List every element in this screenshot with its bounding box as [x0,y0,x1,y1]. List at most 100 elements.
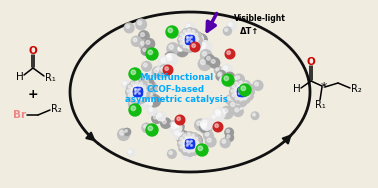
Circle shape [190,139,195,144]
Circle shape [173,129,184,139]
Text: R₁: R₁ [45,73,55,83]
Circle shape [128,85,131,88]
Circle shape [187,46,191,49]
Circle shape [149,102,152,105]
Circle shape [140,92,143,94]
Circle shape [146,75,150,80]
Circle shape [139,90,146,97]
Circle shape [140,82,143,85]
Circle shape [209,58,220,68]
Circle shape [253,113,256,116]
Circle shape [182,139,189,146]
Circle shape [156,112,166,121]
Circle shape [183,141,194,153]
Circle shape [243,88,244,90]
Circle shape [133,87,143,97]
Circle shape [147,100,156,109]
Circle shape [198,146,203,151]
Circle shape [190,36,195,40]
Circle shape [156,67,160,70]
Circle shape [231,96,235,101]
Circle shape [191,38,198,45]
Circle shape [241,87,246,91]
Circle shape [187,133,191,136]
Circle shape [170,122,174,125]
Circle shape [148,92,156,100]
Circle shape [240,98,242,101]
Circle shape [190,42,200,52]
Circle shape [178,36,185,44]
Circle shape [242,88,246,92]
Circle shape [138,96,146,103]
Circle shape [142,123,152,133]
Circle shape [218,72,222,75]
Circle shape [195,33,198,36]
Circle shape [166,26,178,38]
Circle shape [227,97,231,100]
Circle shape [200,44,208,52]
Circle shape [172,124,176,129]
Circle shape [227,135,230,138]
Circle shape [185,35,197,46]
Circle shape [132,88,134,91]
Circle shape [201,43,206,48]
Circle shape [216,111,221,116]
Circle shape [187,150,191,153]
Circle shape [198,58,211,70]
Circle shape [192,30,195,33]
Circle shape [187,37,191,40]
Circle shape [127,92,135,100]
Circle shape [221,106,233,119]
Circle shape [129,150,131,153]
Circle shape [244,82,246,85]
Circle shape [148,50,153,55]
Text: ΔT↑: ΔT↑ [240,27,259,36]
Circle shape [213,122,223,132]
Circle shape [120,131,124,135]
Circle shape [149,108,152,111]
Circle shape [133,84,139,91]
Circle shape [239,85,251,97]
Circle shape [123,82,126,85]
Circle shape [222,74,234,86]
Circle shape [224,76,229,81]
Circle shape [167,150,176,158]
Circle shape [176,45,187,56]
Circle shape [138,85,140,88]
Circle shape [238,80,246,87]
Circle shape [211,114,219,122]
Circle shape [235,108,239,112]
Circle shape [195,119,206,131]
Circle shape [147,106,156,115]
Circle shape [192,137,197,141]
Circle shape [147,84,149,87]
Circle shape [195,34,207,46]
Circle shape [234,99,245,109]
Circle shape [235,88,238,91]
Circle shape [191,138,201,148]
Circle shape [225,28,228,31]
Circle shape [233,95,242,103]
Circle shape [194,136,201,144]
Circle shape [231,84,239,92]
Circle shape [246,92,253,100]
Circle shape [133,86,136,89]
Circle shape [131,84,141,93]
Circle shape [201,123,205,127]
Circle shape [161,67,165,72]
Circle shape [133,38,137,42]
Circle shape [195,42,198,45]
Circle shape [237,87,247,97]
Circle shape [148,84,152,88]
Circle shape [207,138,211,142]
Circle shape [191,133,198,140]
Circle shape [139,87,146,94]
Circle shape [215,124,218,127]
Circle shape [140,88,143,91]
Circle shape [175,115,185,125]
Circle shape [238,98,242,102]
Circle shape [232,94,235,97]
Circle shape [129,99,139,109]
Circle shape [146,124,158,136]
Circle shape [183,134,186,137]
